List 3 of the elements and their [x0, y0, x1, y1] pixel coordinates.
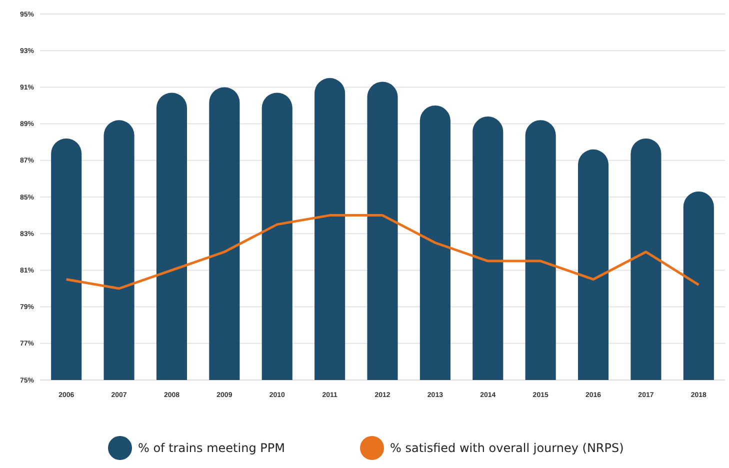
legend-label: % of trains meeting PPM: [138, 441, 285, 456]
line-series: [65, 214, 700, 290]
legend-label: % satisfied with overall journey (NRPS): [390, 441, 624, 456]
